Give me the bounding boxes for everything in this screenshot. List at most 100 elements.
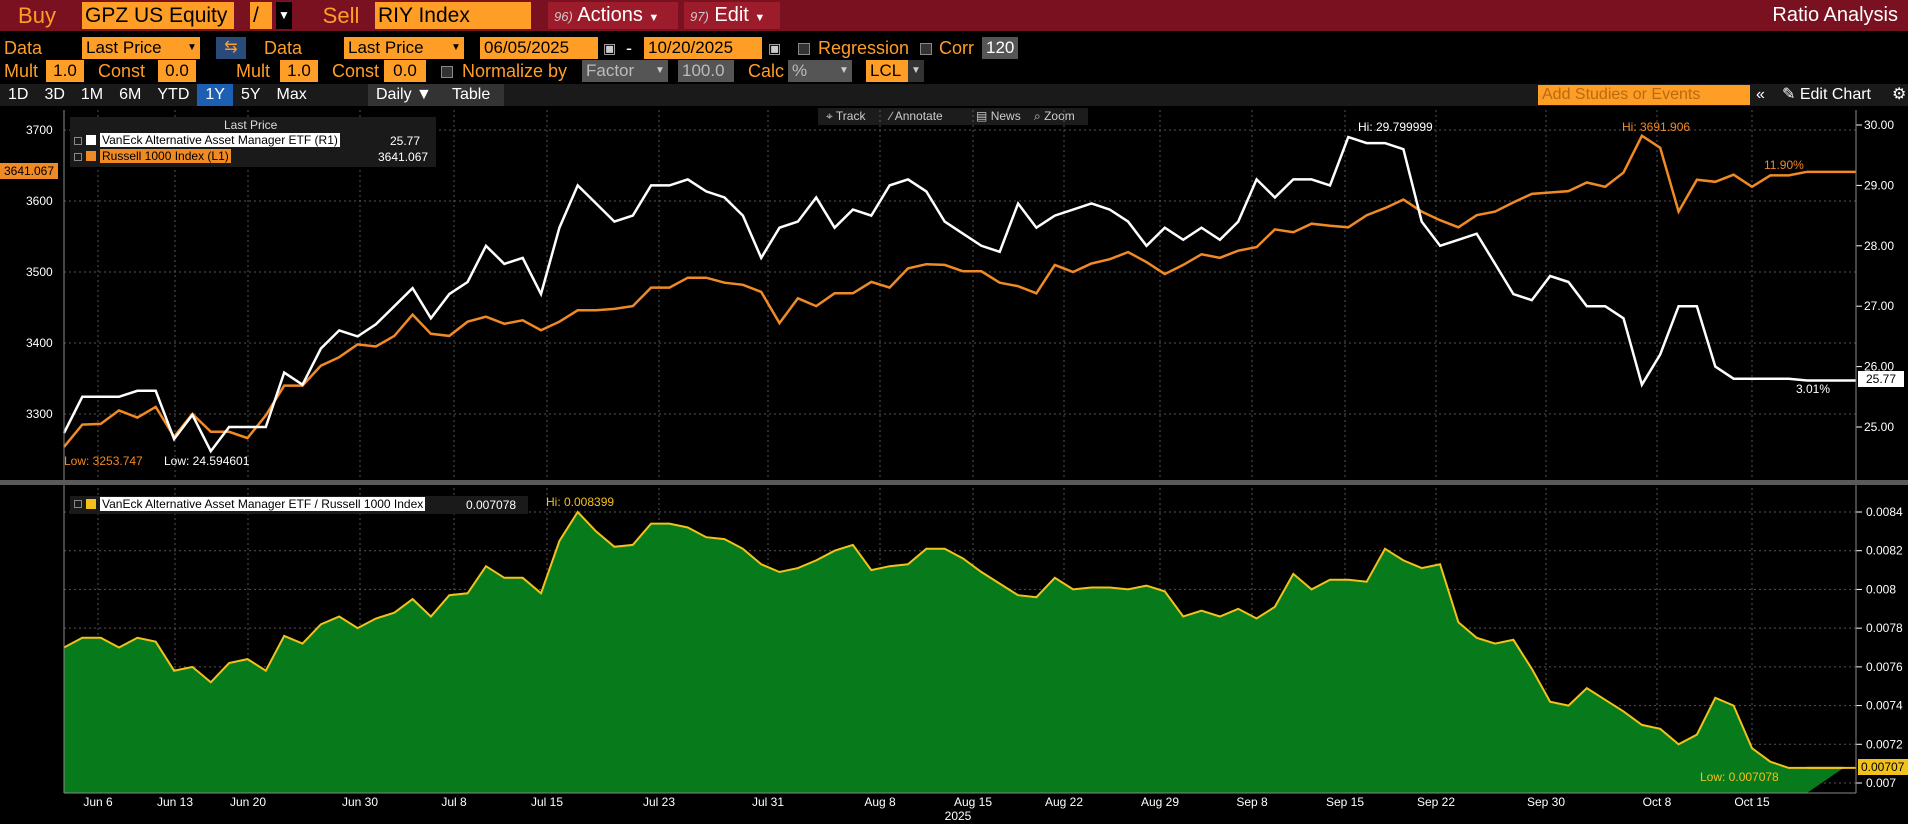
normalize-method-select[interactable]: Factor <box>582 60 656 82</box>
x-tick-label: Jun 13 <box>157 795 193 809</box>
normalize-checkbox[interactable] <box>441 66 453 78</box>
zoom-button[interactable]: ⌕ Zoom <box>1034 108 1075 124</box>
etf-line <box>62 135 1808 454</box>
crosshair-icon: ⌖ <box>826 109 833 123</box>
range-button-1d[interactable]: 1D <box>8 86 29 103</box>
const1-field[interactable]: 0.0 <box>158 60 196 82</box>
edit-chart-button[interactable]: ✎ Edit Chart <box>1782 84 1871 106</box>
expand-icon[interactable] <box>74 137 82 145</box>
pencil-icon: ✎ <box>1782 86 1796 103</box>
axes <box>0 110 1908 794</box>
range-button-1m[interactable]: 1M <box>80 86 104 103</box>
ratio-line <box>63 510 1844 769</box>
left-axis-tick: 3600 <box>26 194 53 208</box>
data1-select[interactable]: Last Price <box>82 37 186 59</box>
x-tick-label: Jul 31 <box>752 795 784 809</box>
actions-menu-label: Actions <box>577 4 643 26</box>
sell-label: Sell <box>322 3 360 28</box>
sell-ticker-field[interactable]: RIY Index <box>375 2 531 29</box>
right-axis-tick: 28.00 <box>1864 239 1894 253</box>
data2-dropdown-arrow[interactable]: ▼ <box>448 37 464 59</box>
ratio-axis-tick: 0.0074 <box>1866 699 1903 713</box>
legend-etf-value: 25.77 <box>390 134 421 148</box>
table-button[interactable]: Table <box>438 84 505 106</box>
calendar-icon[interactable]: ▣ <box>768 40 782 56</box>
annotate-button[interactable]: ∕ Annotate <box>890 108 943 124</box>
range-button-6m[interactable]: 6M <box>119 86 142 103</box>
collapse-icon[interactable]: « <box>1756 86 1765 103</box>
actions-menu-button[interactable]: 96) Actions ▼ <box>548 2 678 29</box>
studies-events-input[interactable]: Add Studies or Events <box>1538 85 1750 105</box>
x-tick-label: Jun 20 <box>230 795 266 809</box>
legend-ratio-name[interactable]: VanEck Alternative Asset Manager ETF / R… <box>100 497 426 511</box>
x-tick-label: Jul 23 <box>643 795 675 809</box>
calendar-icon[interactable]: ▣ <box>603 40 617 56</box>
news-button[interactable]: ▤ News <box>976 108 1021 124</box>
const2-field[interactable]: 0.0 <box>384 60 426 82</box>
x-tick-label: Oct 8 <box>1643 795 1672 809</box>
legend-index-value: 3641.067 <box>378 150 429 164</box>
mult1-field[interactable]: 1.0 <box>46 60 84 82</box>
panel-divider <box>0 480 1908 485</box>
right-axis-tick: 25.00 <box>1864 420 1894 434</box>
normalize-label: Normalize by <box>462 61 568 81</box>
edit-chart-label: Edit Chart <box>1799 86 1871 103</box>
track-button[interactable]: ⌖ Track <box>826 108 865 124</box>
x-tick-label: Aug 8 <box>864 795 896 809</box>
corr-period-field[interactable]: 120 <box>982 37 1018 59</box>
ratio-axis-tick: 0.0082 <box>1866 544 1903 558</box>
ratio-axis-tick: 0.0076 <box>1866 660 1903 674</box>
legend-index-name[interactable]: Russell 1000 Index (L1) <box>100 149 231 163</box>
current-etf-badge: 25.77 <box>1858 371 1904 387</box>
ratio-charts[interactable]: Jun 6 Jun 13 Jun 20 Jun 30 Jul 8 Jul 15 Jul 23… <box>0 107 1908 824</box>
range-button-5y[interactable]: 5Y <box>240 86 261 103</box>
x-tick-label: Sep 22 <box>1417 795 1455 809</box>
ratio-axis-tick: 0.0084 <box>1866 505 1903 519</box>
range-button-ytd[interactable]: YTD <box>157 86 190 103</box>
edit-menu-button[interactable]: 97) Edit ▼ <box>684 2 780 29</box>
gear-icon[interactable]: ⚙ <box>1892 86 1907 103</box>
ratio-axis-tick: 0.0072 <box>1866 737 1903 751</box>
left-axis-tick: 3300 <box>26 407 53 421</box>
current-ratio-badge: 0.00707 <box>1858 759 1908 775</box>
magnifier-icon: ⌕ <box>1034 109 1041 123</box>
data2-select[interactable]: Last Price <box>344 37 448 59</box>
chevron-down-icon: ▼ <box>648 12 660 24</box>
swap-icon[interactable]: ⇆ <box>216 37 246 59</box>
corr-label: Corr <box>939 38 974 58</box>
mult2-field[interactable]: 1.0 <box>280 60 318 82</box>
lcl-dropdown-arrow[interactable]: ▼ <box>908 60 924 82</box>
lcl-select[interactable]: LCL <box>866 60 920 82</box>
annotate-label: Annotate <box>894 109 943 123</box>
range-button-3d[interactable]: 3D <box>44 86 65 103</box>
calc-select[interactable]: % <box>788 60 838 82</box>
data1-label: Data <box>4 38 43 58</box>
start-date-field[interactable]: 06/05/2025 <box>480 37 598 59</box>
ratio-area-fill <box>64 512 1844 793</box>
buy-label: Buy <box>18 3 56 28</box>
legend-etf-name[interactable]: VanEck Alternative Asset Manager ETF (R1… <box>100 133 340 147</box>
normalize-dropdown-arrow[interactable]: ▼ <box>652 60 668 82</box>
regression-checkbox[interactable] <box>798 43 810 55</box>
expand-icon[interactable] <box>74 153 82 161</box>
x-tick-label: Jun 30 <box>342 795 378 809</box>
calc-dropdown-arrow[interactable]: ▼ <box>836 60 852 82</box>
pen-icon: ∕ <box>890 109 893 123</box>
operator-dropdown-arrow[interactable]: ▼ <box>276 2 292 29</box>
upper-grid <box>64 110 1856 478</box>
actions-menu-number: 96) <box>554 9 573 24</box>
range-button-1y[interactable]: 1Y <box>197 84 233 106</box>
normalize-amount-field[interactable]: 100.0 <box>678 60 734 82</box>
buy-ticker-field[interactable]: GPZ US Equity <box>82 2 234 29</box>
end-date-field[interactable]: 10/20/2025 <box>644 37 762 59</box>
operator-field[interactable]: / <box>250 2 272 29</box>
range-button-max[interactable]: Max <box>276 86 307 103</box>
expand-icon[interactable] <box>74 500 82 508</box>
x-tick-label: Sep 15 <box>1326 795 1364 809</box>
corr-checkbox[interactable] <box>920 43 932 55</box>
data1-dropdown-arrow[interactable]: ▼ <box>184 37 200 59</box>
legend-swatch-ratio <box>86 499 96 509</box>
period-select[interactable]: Daily ▼ <box>368 84 440 106</box>
price-lines <box>62 133 1856 454</box>
page-title: Ratio Analysis <box>1772 4 1898 26</box>
